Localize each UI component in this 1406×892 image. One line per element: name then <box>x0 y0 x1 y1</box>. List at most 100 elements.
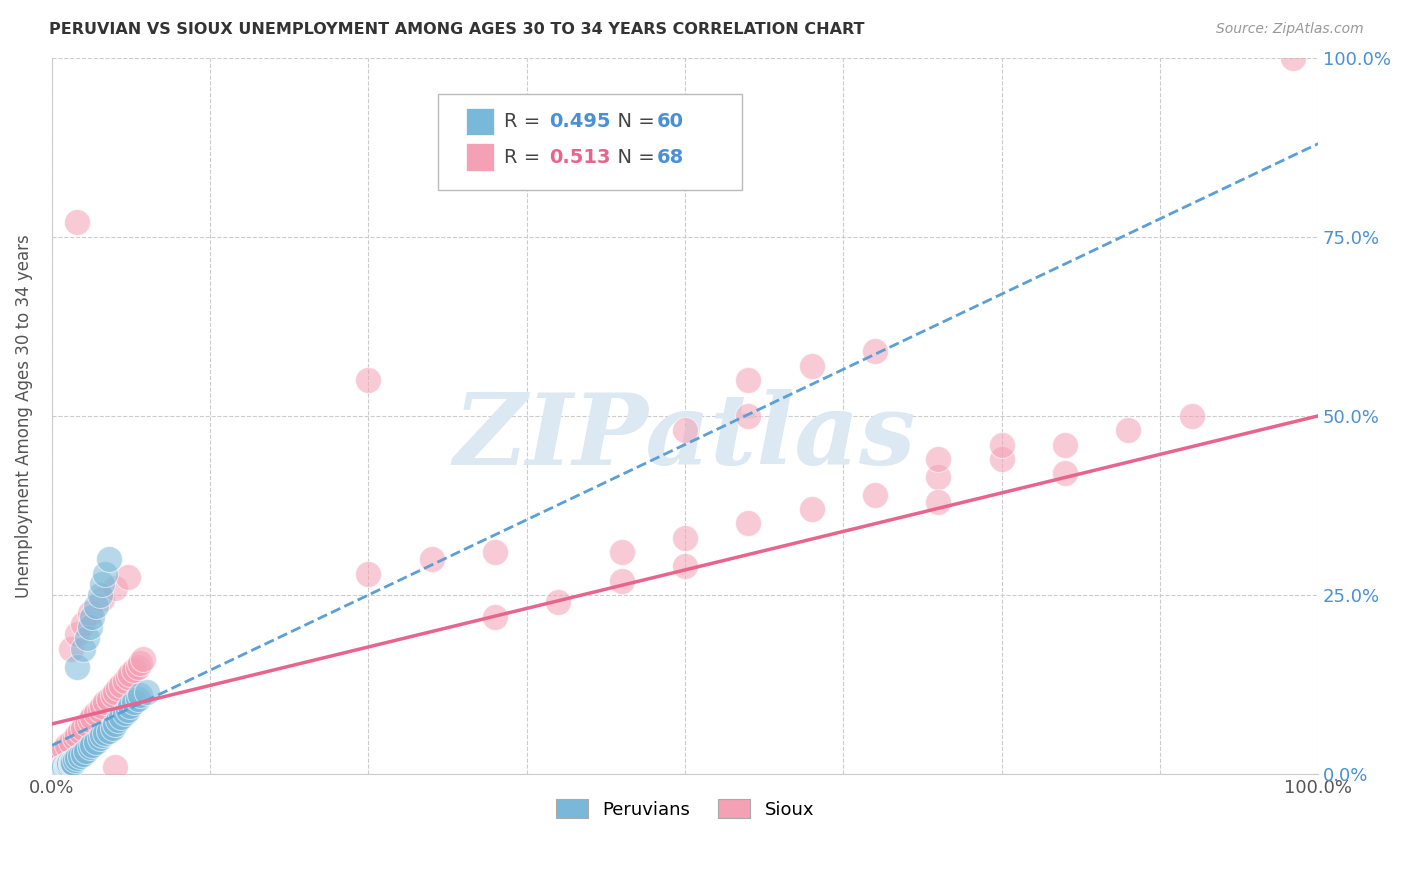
Point <box>91 699 114 714</box>
Point <box>56 759 79 773</box>
Point <box>110 677 132 691</box>
Point <box>82 609 104 624</box>
FancyBboxPatch shape <box>465 108 494 136</box>
Point <box>66 728 89 742</box>
Point <box>79 739 101 754</box>
Point <box>91 591 114 606</box>
Point <box>101 721 124 735</box>
Point <box>129 689 152 703</box>
Point <box>94 566 117 581</box>
Legend: Peruvians, Sioux: Peruvians, Sioux <box>548 792 821 826</box>
Point <box>53 759 76 773</box>
Point <box>76 631 98 645</box>
Point <box>737 373 759 387</box>
Point <box>927 470 949 484</box>
Point <box>62 756 84 770</box>
Point <box>89 731 111 746</box>
Point <box>107 681 129 695</box>
Point <box>59 757 82 772</box>
Text: N =: N = <box>605 112 661 131</box>
Point <box>58 756 80 771</box>
Point <box>45 764 67 779</box>
Point <box>1180 409 1202 423</box>
Point <box>79 606 101 620</box>
Point <box>127 692 149 706</box>
Text: R =: R = <box>503 147 553 167</box>
Point <box>56 739 79 753</box>
Point <box>59 641 82 656</box>
Point <box>46 749 69 764</box>
Point <box>673 423 696 437</box>
Point <box>135 684 157 698</box>
Point <box>927 495 949 509</box>
Point <box>94 696 117 710</box>
Point <box>117 570 139 584</box>
Point <box>66 627 89 641</box>
FancyBboxPatch shape <box>439 94 742 190</box>
Point <box>51 762 73 776</box>
Point <box>91 577 114 591</box>
Point <box>84 599 107 613</box>
Point <box>104 717 127 731</box>
Point <box>122 696 145 710</box>
Point <box>800 359 823 373</box>
Point <box>48 764 70 778</box>
Point <box>127 659 149 673</box>
Text: N =: N = <box>605 147 661 167</box>
Point <box>82 739 104 753</box>
Text: Source: ZipAtlas.com: Source: ZipAtlas.com <box>1216 22 1364 37</box>
Point <box>72 641 94 656</box>
Point <box>91 728 114 742</box>
Point <box>990 451 1012 466</box>
Point <box>63 753 86 767</box>
Point <box>45 764 67 778</box>
Point <box>59 735 82 749</box>
Point <box>737 409 759 423</box>
Point <box>114 673 136 688</box>
Point <box>101 689 124 703</box>
Point <box>84 735 107 749</box>
Text: 0.495: 0.495 <box>550 112 612 131</box>
Point <box>1281 51 1303 65</box>
Point <box>610 574 633 588</box>
Point <box>49 763 72 777</box>
Point <box>484 609 506 624</box>
Point <box>97 692 120 706</box>
Point <box>60 755 83 769</box>
Point <box>129 656 152 670</box>
Point <box>484 545 506 559</box>
Point <box>104 581 127 595</box>
Point <box>117 670 139 684</box>
Point <box>357 566 380 581</box>
Point <box>49 761 72 775</box>
Point <box>52 761 75 775</box>
Point <box>69 724 91 739</box>
Point <box>58 757 80 772</box>
Point <box>51 746 73 760</box>
Point <box>72 616 94 631</box>
Point <box>800 502 823 516</box>
Point <box>48 762 70 776</box>
Text: 68: 68 <box>657 147 685 167</box>
Point <box>63 731 86 746</box>
Point <box>97 724 120 739</box>
Point <box>53 742 76 756</box>
Point <box>79 620 101 634</box>
Point <box>97 552 120 566</box>
Point <box>56 757 79 772</box>
Point <box>66 751 89 765</box>
Point <box>89 703 111 717</box>
Point <box>114 706 136 721</box>
Text: R =: R = <box>503 112 553 131</box>
Point <box>122 663 145 677</box>
Point <box>76 717 98 731</box>
Point <box>82 710 104 724</box>
Point <box>75 744 97 758</box>
Point <box>104 684 127 698</box>
Point <box>72 721 94 735</box>
Point <box>52 760 75 774</box>
Point <box>110 710 132 724</box>
FancyBboxPatch shape <box>465 144 494 170</box>
Point <box>132 652 155 666</box>
Point <box>79 714 101 728</box>
